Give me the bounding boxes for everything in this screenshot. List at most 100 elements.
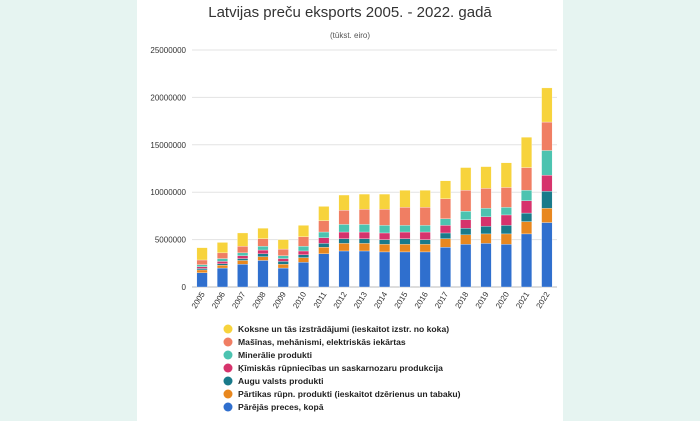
bar-segment-2021-s6[interactable]: [521, 137, 533, 168]
bar-segment-2010-s1[interactable]: [298, 257, 309, 263]
bar-segment-2016-s0[interactable]: [419, 251, 431, 288]
bar-segment-2022-s3[interactable]: [541, 174, 553, 192]
bar-segment-2018-s1[interactable]: [460, 234, 472, 245]
bar-segment-2007-s4[interactable]: [237, 252, 249, 256]
bar-segment-2010-s4[interactable]: [298, 246, 309, 252]
bar-segment-2022-s5[interactable]: [541, 121, 553, 151]
legend-item[interactable]: Mašīnas, mehānismi, elektriskās iekārtas: [223, 337, 406, 347]
bar-segment-2019-s0[interactable]: [480, 243, 492, 288]
bar-segment-2011-s1[interactable]: [318, 247, 330, 254]
bar-segment-2022-s2[interactable]: [541, 191, 553, 209]
bar-segment-2018-s0[interactable]: [460, 244, 472, 288]
bar-segment-2010-s0[interactable]: [298, 262, 309, 288]
bar-segment-2018-s4[interactable]: [460, 211, 472, 220]
bar-segment-2020-s4[interactable]: [500, 207, 512, 216]
bar-segment-2008-s0[interactable]: [257, 260, 269, 288]
bar-segment-2019-s6[interactable]: [480, 166, 492, 189]
bar-segment-2008-s3[interactable]: [257, 249, 269, 254]
bar-segment-2021-s1[interactable]: [521, 221, 533, 235]
bar-segment-2008-s6[interactable]: [257, 228, 269, 239]
bar-segment-2020-s5[interactable]: [500, 187, 512, 208]
bar-segment-2021-s2[interactable]: [521, 212, 533, 222]
bar-segment-2006-s3[interactable]: [216, 261, 228, 264]
bar-segment-2015-s4[interactable]: [399, 225, 411, 233]
bar-segment-2009-s6[interactable]: [277, 239, 289, 250]
bar-segment-2013-s6[interactable]: [358, 193, 370, 210]
bar-segment-2017-s4[interactable]: [440, 218, 451, 226]
bar-segment-2009-s2[interactable]: [277, 261, 289, 265]
bar-segment-2009-s3[interactable]: [277, 258, 289, 262]
bar-segment-2011-s4[interactable]: [318, 231, 330, 238]
bar-segment-2011-s6[interactable]: [318, 206, 330, 221]
bar-segment-2021-s3[interactable]: [521, 200, 533, 214]
bar-segment-2010-s2[interactable]: [298, 254, 309, 258]
bar-segment-2020-s3[interactable]: [500, 214, 512, 226]
bar-segment-2022-s4[interactable]: [541, 150, 553, 176]
bar-segment-2015-s0[interactable]: [399, 251, 411, 288]
bar-segment-2012-s4[interactable]: [338, 224, 350, 233]
bar-segment-2014-s3[interactable]: [379, 232, 391, 240]
bar-segment-2020-s6[interactable]: [500, 162, 512, 188]
bar-segment-2021-s0[interactable]: [521, 233, 533, 288]
bar-segment-2017-s0[interactable]: [440, 247, 451, 288]
bar-segment-2013-s2[interactable]: [358, 238, 370, 244]
bar-segment-2005-s6[interactable]: [196, 247, 208, 261]
bar-segment-2021-s5[interactable]: [521, 167, 533, 191]
bar-segment-2011-s0[interactable]: [318, 253, 330, 288]
bar-segment-2011-s3[interactable]: [318, 237, 330, 244]
bar-segment-2013-s4[interactable]: [358, 224, 370, 233]
bar-segment-2010-s6[interactable]: [298, 225, 309, 237]
bar-segment-2016-s4[interactable]: [419, 225, 431, 233]
bar-segment-2019-s4[interactable]: [480, 208, 492, 217]
bar-segment-2016-s1[interactable]: [419, 244, 431, 253]
bar-segment-2007-s1[interactable]: [237, 260, 249, 265]
bar-segment-2008-s2[interactable]: [257, 253, 269, 257]
bar-segment-2019-s3[interactable]: [480, 216, 492, 227]
bar-segment-2018-s3[interactable]: [460, 219, 472, 229]
bar-segment-2008-s4[interactable]: [257, 246, 269, 251]
bar-segment-2016-s6[interactable]: [419, 190, 431, 208]
legend-item[interactable]: Ķīmiskās rūpniecības un saskarnozaru pro…: [223, 363, 444, 373]
bar-segment-2007-s5[interactable]: [237, 246, 249, 254]
bar-segment-2020-s2[interactable]: [500, 225, 512, 235]
bar-segment-2013-s5[interactable]: [358, 209, 370, 225]
bar-segment-2012-s0[interactable]: [338, 250, 350, 288]
legend-item[interactable]: Minerālie produkti: [223, 350, 313, 360]
bar-segment-2014-s5[interactable]: [379, 209, 391, 226]
bar-segment-2009-s0[interactable]: [277, 267, 289, 288]
bar-segment-2009-s4[interactable]: [277, 255, 289, 259]
bar-segment-2005-s4[interactable]: [196, 264, 208, 267]
bar-segment-2022-s1[interactable]: [541, 208, 553, 223]
bar-segment-2014-s2[interactable]: [379, 239, 391, 245]
bar-segment-2017-s5[interactable]: [440, 198, 451, 219]
bar-segment-2012-s2[interactable]: [338, 238, 350, 244]
bar-segment-2020-s1[interactable]: [500, 233, 512, 245]
bar-segment-2015-s6[interactable]: [399, 190, 411, 208]
legend-item[interactable]: Augu valsts produkti: [223, 376, 324, 386]
bar-segment-2015-s1[interactable]: [399, 244, 411, 253]
bar-segment-2022-s0[interactable]: [541, 222, 553, 288]
bar-segment-2005-s5[interactable]: [196, 259, 208, 265]
bar-segment-2017-s3[interactable]: [440, 225, 451, 234]
bar-segment-2020-s0[interactable]: [500, 244, 512, 288]
legend-item[interactable]: Pārējās preces, kopā: [223, 402, 324, 412]
legend-item[interactable]: Koksne un tās izstrādājumi (ieskaitot iz…: [223, 324, 450, 334]
bar-segment-2006-s5[interactable]: [216, 252, 228, 259]
bar-segment-2006-s2[interactable]: [216, 263, 228, 266]
bar-segment-2010-s5[interactable]: [298, 236, 309, 247]
bar-segment-2007-s0[interactable]: [237, 264, 249, 288]
bar-segment-2009-s1[interactable]: [277, 264, 289, 269]
bar-segment-2005-s0[interactable]: [196, 272, 208, 288]
bar-segment-2007-s3[interactable]: [237, 255, 249, 259]
bar-segment-2013-s0[interactable]: [358, 250, 370, 288]
bar-segment-2011-s2[interactable]: [318, 243, 330, 248]
bar-segment-2016-s2[interactable]: [419, 239, 431, 245]
bar-segment-2010-s3[interactable]: [298, 250, 309, 255]
bar-segment-2006-s1[interactable]: [216, 265, 228, 269]
bar-segment-2019-s2[interactable]: [480, 226, 492, 235]
bar-segment-2006-s6[interactable]: [216, 242, 228, 254]
bar-segment-2017-s6[interactable]: [440, 180, 451, 199]
bar-segment-2012-s5[interactable]: [338, 210, 350, 225]
bar-segment-2016-s5[interactable]: [419, 207, 431, 226]
bar-segment-2009-s5[interactable]: [277, 248, 289, 256]
